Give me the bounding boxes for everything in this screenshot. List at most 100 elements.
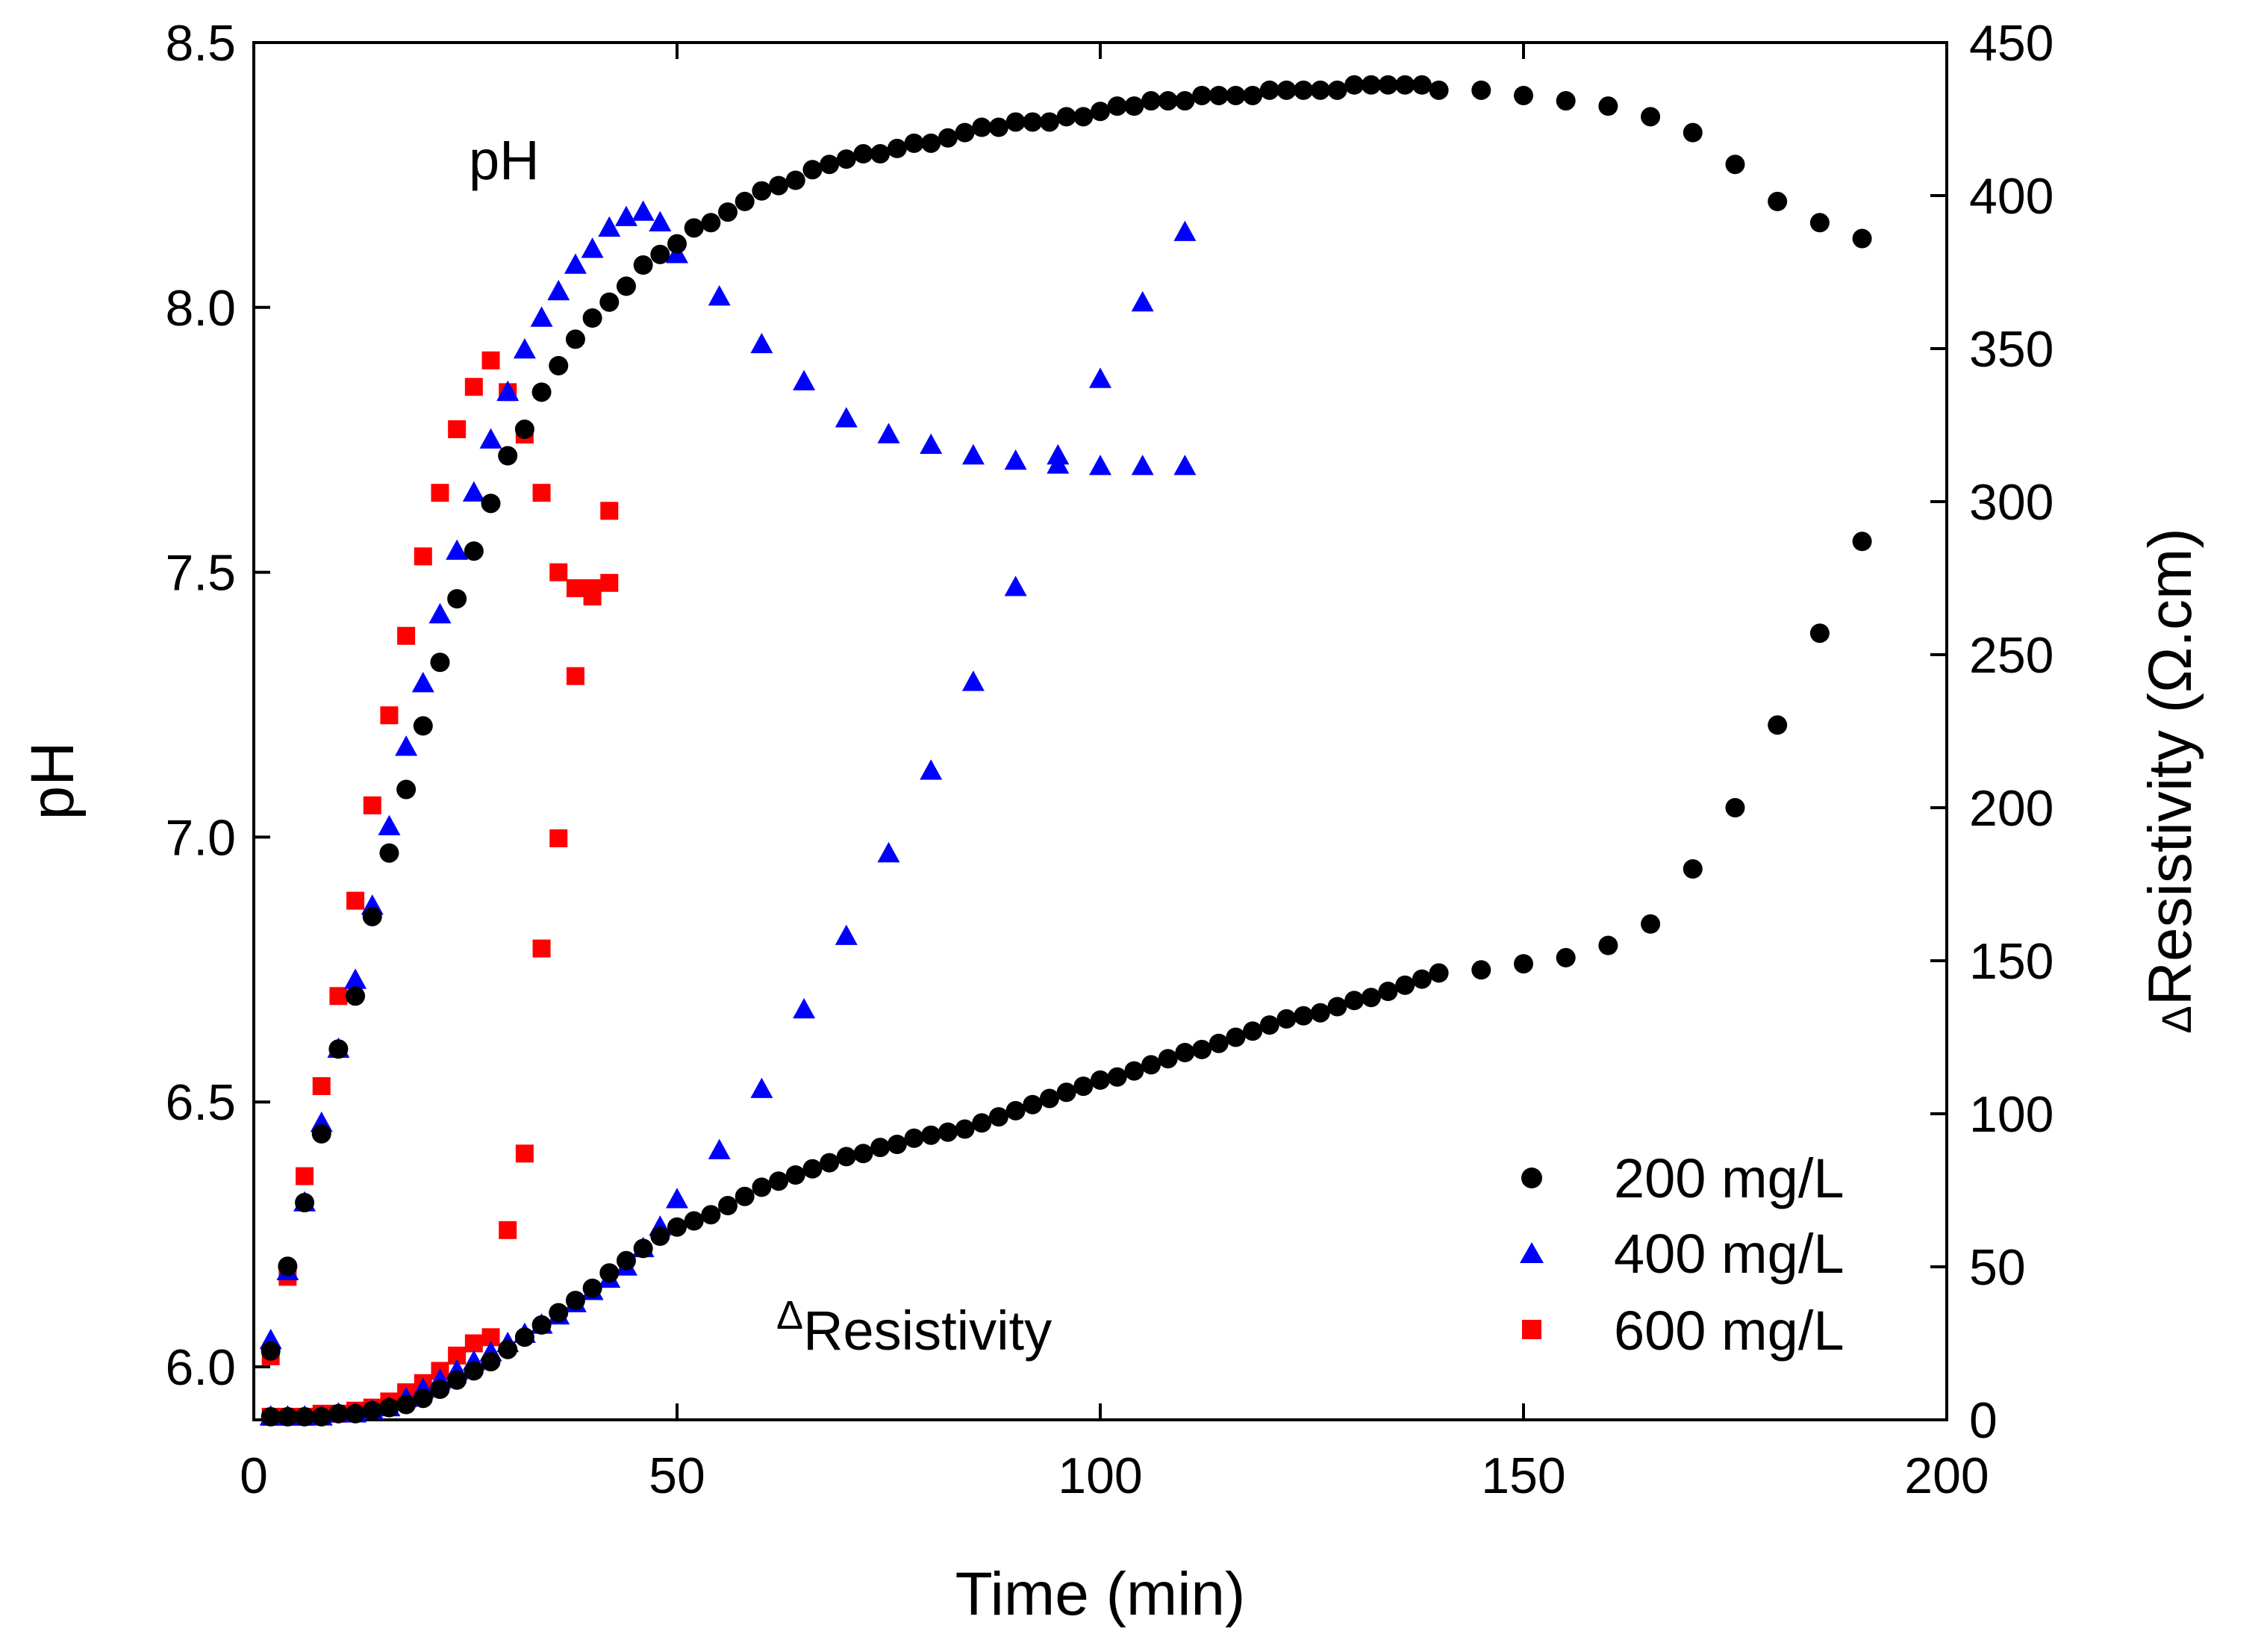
ph-point-200 <box>650 244 670 264</box>
resistivity-point-200 <box>1310 1003 1330 1023</box>
resistivity-point-200 <box>1294 1006 1314 1026</box>
ph-point-600 <box>481 351 500 370</box>
ph-point-400 <box>1089 455 1111 476</box>
ph-point-200 <box>955 122 975 143</box>
resistivity-point-200 <box>921 1125 941 1145</box>
ph-point-200 <box>1056 107 1076 127</box>
resistivity-point-200 <box>972 1113 992 1133</box>
resistivity-annotation: ΔResistivity <box>776 1293 1052 1362</box>
resistivity-point-200 <box>1209 1033 1229 1053</box>
ph-point-200 <box>1243 85 1263 105</box>
resistivity-point-200 <box>938 1122 958 1142</box>
legend-label-400: 400 mg/L <box>1614 1223 1844 1285</box>
ph-point-200 <box>362 906 382 926</box>
ph-point-200 <box>1683 122 1703 143</box>
ph-point-200 <box>1259 80 1279 100</box>
resistivity-point-200 <box>1192 1039 1212 1059</box>
resistivity-point-200 <box>261 1406 281 1427</box>
ph-point-200 <box>1005 112 1026 132</box>
resistivity-point-200 <box>1107 1067 1127 1087</box>
ph-point-400 <box>632 200 655 221</box>
resistivity-point-200 <box>379 1397 399 1418</box>
resistivity-point-200 <box>1378 982 1398 1001</box>
ph-point-200 <box>616 276 636 296</box>
resistivity-point-200 <box>1768 715 1788 735</box>
y2-tick-label: 350 <box>1969 321 2053 378</box>
resistivity-point-200 <box>396 1394 417 1415</box>
ph-point-200 <box>1107 96 1127 116</box>
y2-tick-label: 300 <box>1969 474 2053 531</box>
ph-point-200 <box>396 779 417 799</box>
y-axis-title: pH <box>19 742 87 820</box>
ph-point-200 <box>1091 102 1110 122</box>
ph-point-200 <box>836 149 856 169</box>
ph-point-600 <box>600 573 619 592</box>
ph-point-200 <box>1429 80 1449 100</box>
resistivity-point-400 <box>1173 220 1197 241</box>
ph-point-200 <box>1294 80 1314 100</box>
ph-point-200 <box>430 652 450 673</box>
resistivity-point-200 <box>1276 1009 1297 1029</box>
ph-point-200 <box>1395 75 1415 95</box>
ph-point-400 <box>547 279 570 301</box>
ph-point-400 <box>530 306 553 327</box>
ph-point-200 <box>1809 213 1830 233</box>
ph-point-600 <box>549 563 568 582</box>
y-tick-label: 8.5 <box>165 15 236 72</box>
resistivity-point-400 <box>1047 453 1070 474</box>
ph-point-600 <box>566 579 584 597</box>
resistivity-point-600 <box>549 829 568 847</box>
resistivity-point-600 <box>583 587 602 606</box>
resistivity-point-200 <box>498 1339 518 1359</box>
ph-point-200 <box>718 202 738 222</box>
resistivity-point-600 <box>464 1334 483 1353</box>
ph-point-400 <box>598 216 621 237</box>
y-tick-label: 7.5 <box>165 545 236 602</box>
ph-point-200 <box>904 133 924 153</box>
resistivity-point-400 <box>877 841 900 863</box>
ph-point-200 <box>1344 75 1365 95</box>
ph-point-200 <box>870 144 891 164</box>
legend-marker-600 <box>1522 1320 1541 1339</box>
ph-point-200 <box>802 160 823 180</box>
resistivity-point-200 <box>1158 1049 1178 1069</box>
resistivity-point-400 <box>961 670 985 691</box>
ph-point-400 <box>793 370 816 390</box>
y2-tick-label: 450 <box>1969 15 2053 72</box>
ph-point-600 <box>380 706 399 725</box>
ph-point-200 <box>1327 80 1347 100</box>
y2-tick-label: 100 <box>1969 1086 2053 1143</box>
ph-point-400 <box>378 814 401 835</box>
ph-point-200 <box>1023 112 1043 132</box>
ph-point-400 <box>877 423 900 443</box>
resistivity-point-200 <box>633 1238 653 1259</box>
x-axis-title: Time (min) <box>955 1560 1246 1628</box>
ph-point-400 <box>835 407 858 428</box>
resistivity-point-200 <box>887 1135 907 1154</box>
ph-point-400 <box>344 968 367 989</box>
ph-point-200 <box>261 1341 281 1361</box>
ph-point-400 <box>446 539 469 560</box>
ph-point-200 <box>1556 91 1576 111</box>
ph-point-200 <box>1141 91 1161 111</box>
legend-marker-400 <box>1520 1242 1544 1263</box>
ph-point-400 <box>581 237 604 258</box>
resistivity-point-200 <box>650 1226 670 1246</box>
ph-point-400 <box>1173 455 1197 476</box>
data-points <box>259 75 1872 1427</box>
resistivity-point-200 <box>1344 991 1365 1011</box>
resistivity-point-200 <box>616 1250 636 1271</box>
resistivity-point-200 <box>769 1171 789 1191</box>
resistivity-point-200 <box>802 1159 823 1179</box>
ph-point-200 <box>1361 75 1381 95</box>
ph-point-400 <box>395 735 418 756</box>
ph-point-200 <box>735 191 755 211</box>
resistivity-point-200 <box>565 1291 585 1311</box>
y2-tick-label: 50 <box>1969 1239 2026 1296</box>
resistivity-annotation-delta: Δ <box>776 1293 803 1338</box>
resistivity-point-200 <box>413 1388 433 1409</box>
ph-point-600 <box>312 1076 331 1095</box>
resistivity-point-200 <box>1683 859 1703 879</box>
ph-point-400 <box>1131 455 1154 476</box>
resistivity-point-200 <box>1091 1070 1110 1090</box>
